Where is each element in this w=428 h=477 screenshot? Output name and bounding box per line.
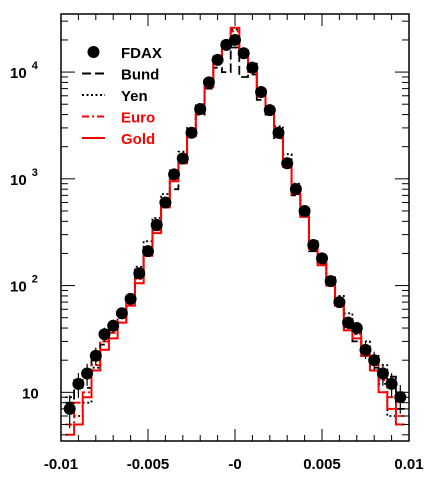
y-tick-label: 10 4 [10,60,39,82]
legend-entry-euro: Euro [82,110,155,127]
fdax-point [298,204,311,217]
legend-entry-fdax: FDAX [87,45,162,62]
fdax-point [89,349,102,362]
fdax-point [237,47,250,60]
fdax-point [289,183,302,196]
fdax-point [272,126,285,139]
fdax-point [385,377,398,390]
legend-marker-fdax [87,46,100,58]
fdax-point [133,267,146,280]
x-tick-label: -0.01 [44,456,78,473]
fdax-point [255,86,268,99]
fdax-point [124,292,137,305]
fdax-point [263,104,276,117]
fdax-point [376,367,389,380]
y-tick-label: 10 2 [10,274,38,296]
fdax-point [220,38,233,51]
x-tick-label: -0.005 [127,456,170,473]
legend-entry-yen: Yen [82,88,148,105]
fdax-point [176,152,189,165]
fdax-point [81,367,94,380]
series-gold-line [65,26,405,436]
fdax-point [63,402,76,415]
plot-frame [60,13,410,442]
legend-label: Yen [121,88,148,105]
fdax-point [394,391,407,404]
y-tick-label: 10 [22,385,39,402]
fdax-point [316,252,328,265]
x-tick-label: -0 [228,456,241,473]
series-yen-line [65,28,405,417]
fdax-point [142,245,154,258]
fdax-point [211,53,224,66]
series-layer [63,26,407,436]
legend-label: Bund [121,67,159,84]
fdax-point [342,316,355,329]
fdax-point [281,157,294,170]
fdax-point [246,61,259,74]
fdax-point [98,328,111,341]
legend-entry-bund: Bund [82,67,159,84]
series-bund-line [65,46,405,410]
fdax-point [194,103,207,116]
fdax-point [72,377,85,390]
series-euro-line [65,30,405,426]
legend-label: Gold [121,131,155,148]
fdax-point [359,343,372,356]
fdax-point [229,33,241,46]
legend-label: Euro [121,110,155,127]
fdax-point [333,296,346,309]
fdax-point [185,126,198,139]
fdax-point [115,307,128,320]
fdax-point [150,218,163,231]
legend: FDAX Bund Yen Euro Gold [82,45,162,148]
fdax-point [368,354,381,367]
fdax-point [159,196,172,209]
fdax-point [324,275,337,288]
fdax-point [350,322,363,335]
legend-entry-gold: Gold [82,131,155,148]
y-tick-label: 10 3 [10,167,38,189]
fdax-point [168,168,181,181]
x-tick-label: 0.01 [394,456,423,473]
fdax-point [107,319,120,332]
x-tick-label: 0.005 [303,456,341,473]
fdax-point [307,238,320,251]
legend-label: FDAX [121,45,162,62]
fdax-point [202,76,215,89]
